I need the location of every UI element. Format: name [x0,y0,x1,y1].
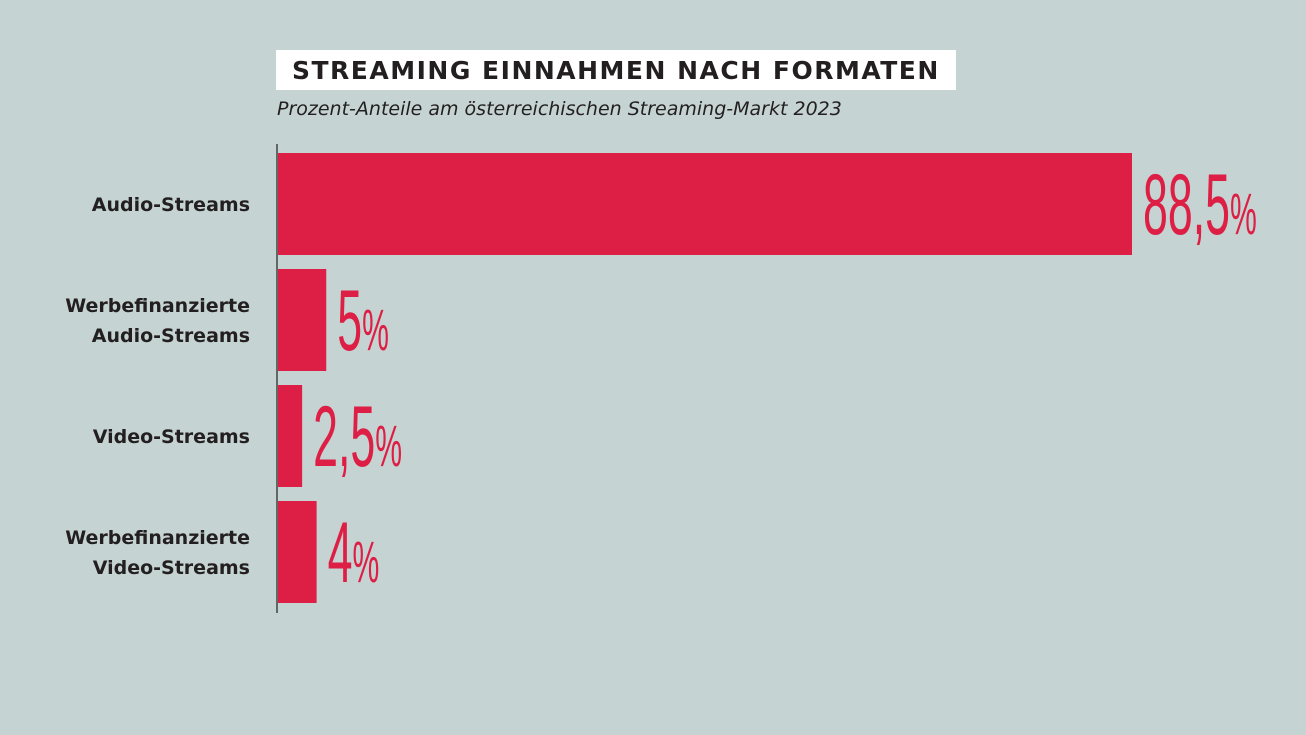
category-label: Video-Streams [93,557,250,579]
value-label: 4% [328,504,380,601]
category-label: Audio-Streams [92,194,250,216]
category-label: Video-Streams [93,426,250,448]
bar [278,153,1132,255]
value-label: 88,5% [1143,156,1257,253]
value-label: 5% [337,272,389,369]
category-label: Werbefinanzierte [65,295,250,317]
chart-subtitle: Prozent-Anteile am österreichischen Stre… [277,98,842,120]
category-label: Audio-Streams [92,325,250,347]
bar [278,385,303,487]
chart-title-box: STREAMING EINNAHMEN NACH FORMATEN [276,50,956,90]
bar [278,501,317,603]
bar [278,269,327,371]
chart-title: STREAMING EINNAHMEN NACH FORMATEN [292,55,940,85]
value-label: 2,5% [313,388,402,485]
category-label: Werbefinanzierte [65,527,250,549]
